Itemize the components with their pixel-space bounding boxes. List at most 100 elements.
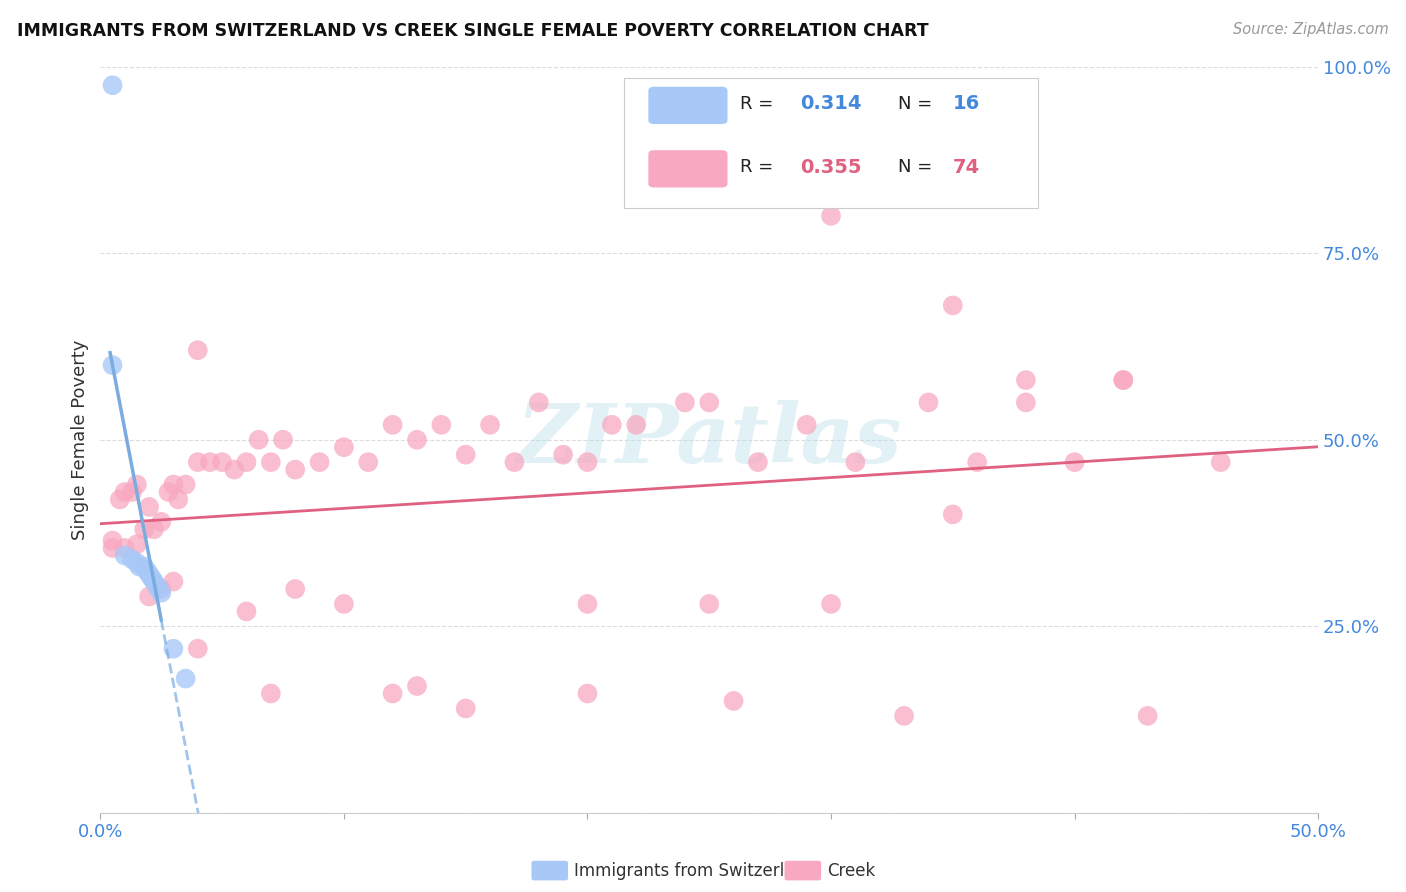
- Point: [381, 417, 404, 432]
- Point: [162, 574, 184, 589]
- Point: [820, 597, 842, 611]
- Point: [114, 485, 136, 500]
- Text: Immigrants from Switzerland: Immigrants from Switzerland: [574, 862, 815, 880]
- Text: 16: 16: [953, 95, 980, 113]
- Point: [333, 440, 356, 454]
- Point: [108, 492, 131, 507]
- Point: [600, 417, 623, 432]
- FancyBboxPatch shape: [648, 150, 727, 187]
- Point: [162, 477, 184, 491]
- Point: [224, 462, 246, 476]
- Point: [142, 574, 165, 589]
- Point: [553, 448, 575, 462]
- Point: [576, 455, 599, 469]
- Point: [723, 694, 745, 708]
- Point: [141, 571, 163, 585]
- Point: [1112, 373, 1135, 387]
- Point: [162, 641, 184, 656]
- Text: IMMIGRANTS FROM SWITZERLAND VS CREEK SINGLE FEMALE POVERTY CORRELATION CHART: IMMIGRANTS FROM SWITZERLAND VS CREEK SIN…: [17, 22, 928, 40]
- Point: [576, 597, 599, 611]
- Point: [381, 686, 404, 700]
- Point: [174, 672, 197, 686]
- Point: [135, 563, 157, 577]
- Point: [150, 515, 173, 529]
- Text: Creek: Creek: [827, 862, 875, 880]
- Point: [138, 590, 160, 604]
- Point: [125, 477, 148, 491]
- Point: [844, 455, 866, 469]
- Point: [796, 417, 818, 432]
- Point: [1015, 395, 1038, 409]
- Point: [101, 541, 124, 555]
- Point: [284, 582, 307, 596]
- Point: [942, 298, 965, 312]
- Point: [284, 462, 307, 476]
- Point: [235, 455, 257, 469]
- FancyBboxPatch shape: [624, 78, 1038, 209]
- Point: [101, 533, 124, 548]
- Text: 0.355: 0.355: [800, 158, 862, 177]
- Point: [1136, 709, 1159, 723]
- FancyBboxPatch shape: [648, 87, 727, 124]
- Point: [479, 417, 502, 432]
- Point: [260, 455, 283, 469]
- Point: [1015, 373, 1038, 387]
- Point: [454, 701, 477, 715]
- Text: N =: N =: [898, 95, 932, 113]
- Y-axis label: Single Female Poverty: Single Female Poverty: [72, 340, 89, 540]
- Point: [527, 395, 550, 409]
- Point: [157, 485, 180, 500]
- Point: [101, 358, 124, 372]
- Point: [121, 552, 143, 566]
- Point: [134, 522, 156, 536]
- Point: [406, 679, 429, 693]
- Text: ZIPatlas: ZIPatlas: [516, 400, 903, 480]
- Point: [148, 582, 170, 596]
- Point: [121, 485, 143, 500]
- Point: [1063, 455, 1085, 469]
- Point: [101, 78, 124, 93]
- Point: [697, 395, 720, 409]
- Point: [820, 209, 842, 223]
- Point: [357, 455, 380, 469]
- Text: N =: N =: [898, 159, 932, 177]
- Point: [697, 597, 720, 611]
- Point: [747, 455, 769, 469]
- Point: [167, 492, 190, 507]
- Point: [430, 417, 453, 432]
- Point: [308, 455, 330, 469]
- Point: [150, 582, 173, 596]
- Point: [406, 433, 429, 447]
- Text: Source: ZipAtlas.com: Source: ZipAtlas.com: [1233, 22, 1389, 37]
- Point: [1112, 373, 1135, 387]
- Point: [145, 578, 167, 592]
- Point: [138, 500, 160, 514]
- Point: [114, 541, 136, 555]
- Point: [942, 508, 965, 522]
- Point: [1209, 455, 1232, 469]
- Point: [128, 559, 150, 574]
- Point: [966, 455, 988, 469]
- Point: [125, 556, 148, 570]
- Point: [142, 522, 165, 536]
- Point: [138, 567, 160, 582]
- Text: 74: 74: [953, 158, 980, 177]
- Point: [187, 343, 209, 358]
- Point: [917, 395, 939, 409]
- Point: [333, 597, 356, 611]
- Point: [174, 477, 197, 491]
- Point: [198, 455, 221, 469]
- Point: [673, 395, 696, 409]
- Text: 0.314: 0.314: [800, 95, 862, 113]
- Point: [134, 559, 156, 574]
- Point: [576, 686, 599, 700]
- Point: [187, 641, 209, 656]
- Point: [260, 686, 283, 700]
- Text: R =: R =: [740, 159, 773, 177]
- Point: [893, 709, 915, 723]
- Point: [150, 586, 173, 600]
- Point: [454, 448, 477, 462]
- Point: [235, 604, 257, 618]
- Point: [503, 455, 526, 469]
- Point: [247, 433, 270, 447]
